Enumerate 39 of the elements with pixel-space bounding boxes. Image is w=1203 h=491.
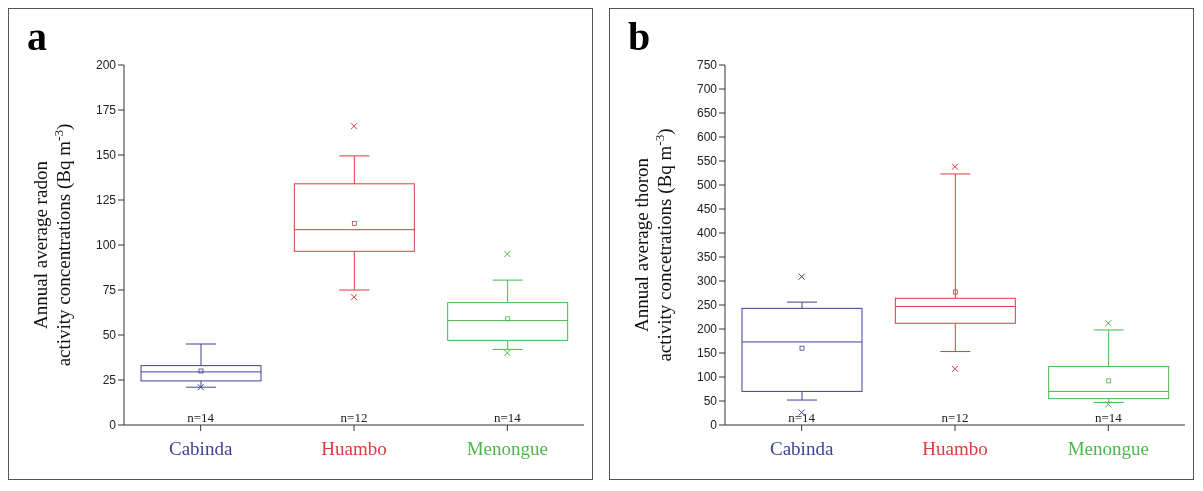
y-tick-label: 450: [696, 202, 718, 217]
y-tick-label: 550: [696, 154, 718, 169]
y-tick-label: 100: [95, 238, 117, 253]
annotation: n=14: [1094, 410, 1123, 425]
chart-title: a: [27, 13, 47, 60]
y-tick-label: 75: [102, 283, 117, 298]
y-tick-label: 200: [95, 58, 117, 73]
annotation: n=12: [340, 410, 368, 425]
x-tick-label: Cabinda: [770, 438, 834, 459]
chart-title: b: [628, 13, 651, 60]
y-tick-label: 200: [696, 322, 718, 337]
y-tick-label: 350: [696, 250, 718, 265]
y-tick-label: 250: [696, 298, 718, 313]
y-tick-label: 50: [703, 394, 718, 409]
y-tick-label: 500: [696, 178, 718, 193]
y-tick-label: 300: [696, 274, 718, 289]
y-tick-label: 25: [102, 373, 117, 388]
y-tick-label: 150: [696, 346, 718, 361]
annotation: n=14: [187, 410, 215, 425]
x-tick-label: Huambo: [321, 438, 387, 459]
annotation: n=14: [788, 410, 816, 425]
annotation: n=14: [493, 410, 522, 425]
y-tick-label: 600: [696, 130, 718, 145]
x-tick-label: Huambo: [922, 438, 988, 459]
y-tick-label: 125: [95, 193, 117, 208]
y-tick-label: 0: [710, 418, 718, 433]
y-tick-label: 0: [109, 418, 117, 433]
y-tick-label: 650: [696, 106, 718, 121]
y-tick-label: 100: [696, 370, 718, 385]
annotation: n=12: [941, 410, 969, 425]
x-tick-label: Menongue: [1067, 438, 1149, 459]
y-tick-label: 175: [95, 103, 117, 118]
y-tick-label: 750: [696, 58, 718, 73]
y-tick-label: 700: [696, 82, 718, 97]
y-tick-label: 150: [95, 148, 117, 163]
y-tick-label: 400: [696, 226, 718, 241]
y-tick-label: 50: [102, 328, 117, 343]
x-tick-label: Menongue: [466, 438, 548, 459]
x-tick-label: Cabinda: [169, 438, 233, 459]
